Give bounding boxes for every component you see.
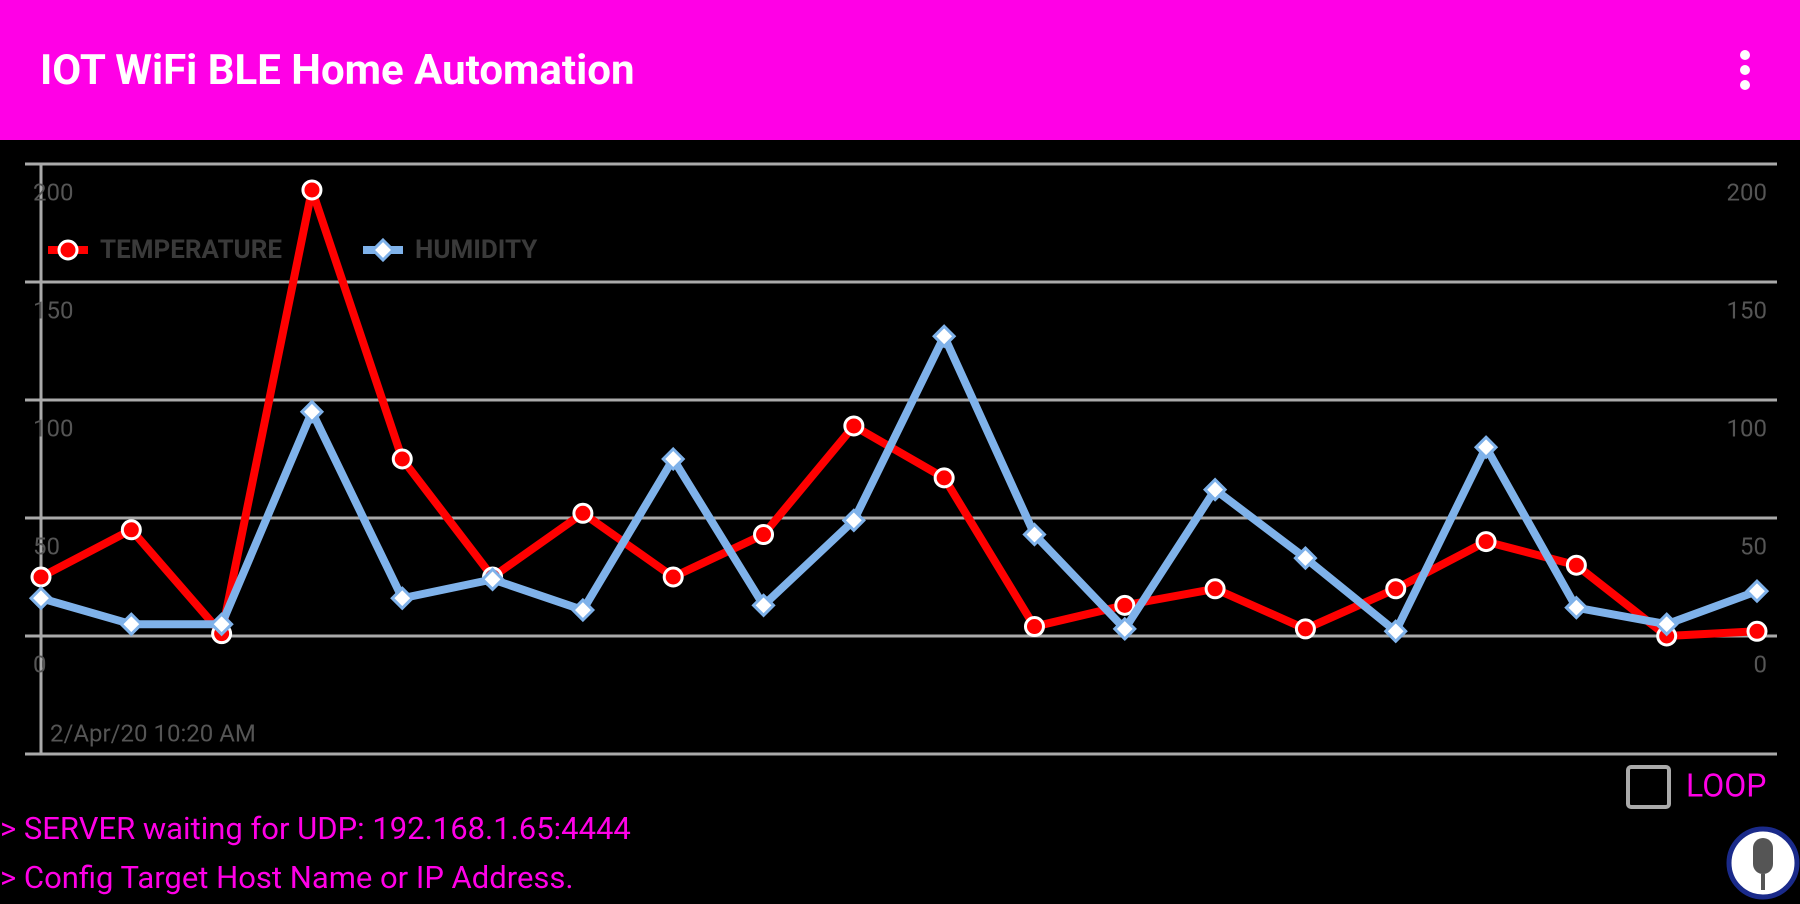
console-line: > Config Target Host Name or IP Address.: [0, 859, 574, 896]
data-point: [480, 567, 505, 592]
data-point: [843, 415, 865, 437]
data-point: [1473, 435, 1499, 460]
legend-label: TEMPERATURE: [100, 235, 282, 265]
series-line: [39, 185, 1758, 640]
data-point: [1202, 477, 1228, 502]
data-point: [1204, 578, 1226, 600]
y-tick-label: 50: [33, 532, 60, 560]
data-point: [1744, 579, 1770, 604]
x-axis-label: 2/Apr/20 10:20 AM: [50, 719, 256, 747]
loop-label[interactable]: LOOP: [1686, 766, 1766, 804]
data-point: [30, 566, 52, 588]
data-point: [1022, 522, 1047, 547]
loop-checkbox[interactable]: [1626, 765, 1671, 809]
data-point: [1294, 618, 1316, 640]
data-point: [1746, 620, 1768, 642]
data-point: [1023, 616, 1045, 638]
data-point: [1112, 616, 1137, 642]
legend-label: HUMIDITY: [415, 235, 538, 265]
y-tick-label: 150: [33, 296, 73, 324]
data-point: [661, 446, 686, 472]
data-point: [1385, 578, 1407, 600]
data-point: [751, 593, 776, 618]
data-point: [1654, 612, 1679, 637]
data-point: [1565, 554, 1587, 576]
data-point: [933, 467, 955, 489]
data-point: [299, 399, 325, 424]
data-point: [1114, 594, 1136, 616]
data-point: [570, 597, 596, 623]
legend-marker: [57, 239, 79, 261]
data-point: [391, 448, 413, 470]
y2-tick-label: 0: [1754, 650, 1768, 678]
data-point: [1293, 545, 1318, 571]
app-title: IOT WiFi BLE Home Automation: [40, 46, 635, 95]
app-bar: [0, 0, 1800, 140]
data-point: [209, 612, 234, 637]
series-line: [39, 332, 1759, 636]
data-point: [301, 179, 323, 201]
overflow-menu[interactable]: [1740, 50, 1750, 90]
data-point: [28, 586, 54, 611]
y2-tick-label: 100: [1727, 414, 1767, 442]
data-point: [1383, 619, 1408, 644]
data-point: [662, 566, 684, 588]
data-point: [120, 519, 142, 541]
y2-tick-label: 150: [1727, 296, 1767, 324]
y2-tick-label: 50: [1740, 532, 1767, 560]
data-point: [390, 586, 415, 611]
data-point: [119, 612, 144, 637]
data-point: [1475, 531, 1497, 553]
data-point: [572, 502, 594, 524]
y-tick-label: 100: [33, 414, 73, 442]
data-point: [1564, 595, 1589, 620]
y2-tick-label: 200: [1727, 178, 1767, 206]
data-point: [753, 524, 775, 546]
console-line: > SERVER waiting for UDP: 192.168.1.65:4…: [0, 810, 631, 847]
legend-marker: [370, 237, 396, 263]
y-tick-label: 0: [33, 650, 47, 678]
data-point: [841, 508, 866, 533]
mic-button[interactable]: [1726, 826, 1800, 900]
y-tick-label: 200: [33, 178, 73, 206]
data-point: [932, 324, 957, 349]
